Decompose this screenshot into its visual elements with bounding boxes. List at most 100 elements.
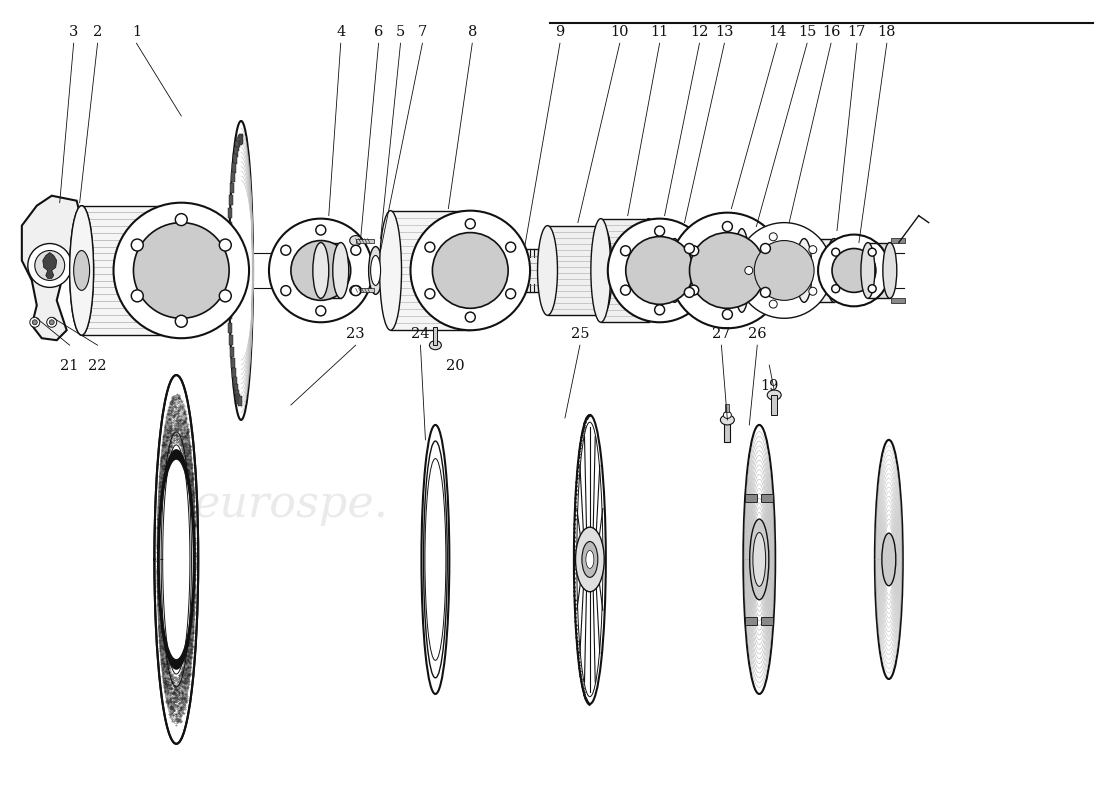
Text: 1: 1 [132, 26, 141, 39]
Bar [238, 134, 242, 145]
Ellipse shape [229, 121, 253, 420]
Ellipse shape [219, 290, 231, 302]
Ellipse shape [639, 218, 659, 322]
Ellipse shape [874, 440, 903, 679]
Bar [485, 249, 544, 292]
Bar [81, 206, 182, 335]
Bar [228, 250, 231, 261]
Text: 11: 11 [650, 26, 669, 39]
Text: 4: 4 [337, 26, 345, 39]
Ellipse shape [752, 533, 766, 586]
Ellipse shape [169, 206, 194, 335]
Ellipse shape [371, 255, 381, 286]
Ellipse shape [750, 519, 769, 600]
Text: 26: 26 [748, 327, 767, 342]
Ellipse shape [868, 248, 877, 256]
Ellipse shape [832, 285, 839, 293]
Bar [804, 238, 834, 302]
Ellipse shape [539, 249, 551, 292]
Bar [761, 494, 773, 502]
Ellipse shape [421, 425, 450, 694]
Bar [230, 183, 233, 194]
Text: 6: 6 [374, 26, 383, 39]
Text: 20: 20 [446, 359, 464, 373]
Ellipse shape [586, 550, 594, 569]
Ellipse shape [540, 246, 554, 294]
Ellipse shape [769, 300, 778, 308]
Circle shape [47, 318, 57, 327]
Ellipse shape [689, 246, 698, 256]
Text: 12: 12 [691, 26, 708, 39]
Bar [229, 208, 232, 218]
Ellipse shape [465, 219, 475, 229]
Ellipse shape [760, 287, 770, 298]
Bar [761, 618, 773, 626]
Ellipse shape [312, 242, 329, 298]
Bar [548, 226, 603, 315]
Ellipse shape [113, 202, 249, 338]
Bar [239, 134, 243, 144]
Bar [228, 222, 232, 232]
Ellipse shape [432, 233, 508, 308]
Ellipse shape [736, 222, 832, 318]
Text: 9: 9 [556, 26, 564, 39]
Text: 18: 18 [878, 26, 896, 39]
Ellipse shape [796, 238, 812, 302]
Ellipse shape [826, 238, 842, 302]
Ellipse shape [669, 246, 681, 294]
Circle shape [32, 320, 37, 325]
Ellipse shape [745, 266, 752, 274]
Bar [233, 154, 236, 164]
Ellipse shape [720, 415, 735, 425]
Polygon shape [22, 196, 81, 340]
Bar [236, 138, 241, 147]
Bar [355, 238, 374, 242]
Ellipse shape [460, 210, 481, 330]
Ellipse shape [157, 450, 195, 669]
Ellipse shape [767, 390, 781, 400]
Ellipse shape [350, 235, 362, 246]
Ellipse shape [425, 242, 435, 252]
Ellipse shape [69, 206, 94, 335]
Ellipse shape [410, 210, 530, 330]
Ellipse shape [425, 458, 446, 660]
Text: 21: 21 [60, 359, 79, 373]
Bar [228, 280, 231, 290]
Text: 3: 3 [69, 26, 78, 39]
Bar [228, 294, 231, 305]
Bar [891, 298, 905, 303]
Ellipse shape [379, 210, 401, 330]
Ellipse shape [270, 218, 373, 322]
Ellipse shape [219, 239, 231, 251]
Text: 5: 5 [396, 26, 405, 39]
Ellipse shape [667, 238, 682, 302]
Ellipse shape [620, 285, 630, 295]
Text: 22: 22 [88, 359, 107, 373]
Bar [234, 147, 238, 157]
Bar [238, 396, 242, 406]
Ellipse shape [175, 315, 187, 327]
Ellipse shape [131, 290, 143, 302]
Text: 2: 2 [94, 26, 102, 39]
Ellipse shape [832, 248, 839, 256]
Bar [232, 368, 235, 378]
Ellipse shape [316, 225, 326, 235]
Polygon shape [43, 253, 57, 278]
Bar [229, 335, 233, 346]
Bar [231, 358, 234, 369]
Ellipse shape [689, 285, 698, 295]
Text: 8: 8 [468, 26, 477, 39]
Ellipse shape [696, 238, 713, 302]
Ellipse shape [670, 213, 785, 328]
Bar [433, 327, 438, 345]
Ellipse shape [832, 249, 876, 292]
Text: 13: 13 [715, 26, 734, 39]
Ellipse shape [591, 218, 611, 322]
Ellipse shape [723, 310, 733, 319]
Bar [771, 395, 778, 415]
Ellipse shape [368, 246, 383, 294]
Ellipse shape [883, 242, 896, 298]
Ellipse shape [755, 241, 814, 300]
Ellipse shape [684, 287, 694, 298]
Bar [233, 377, 236, 387]
